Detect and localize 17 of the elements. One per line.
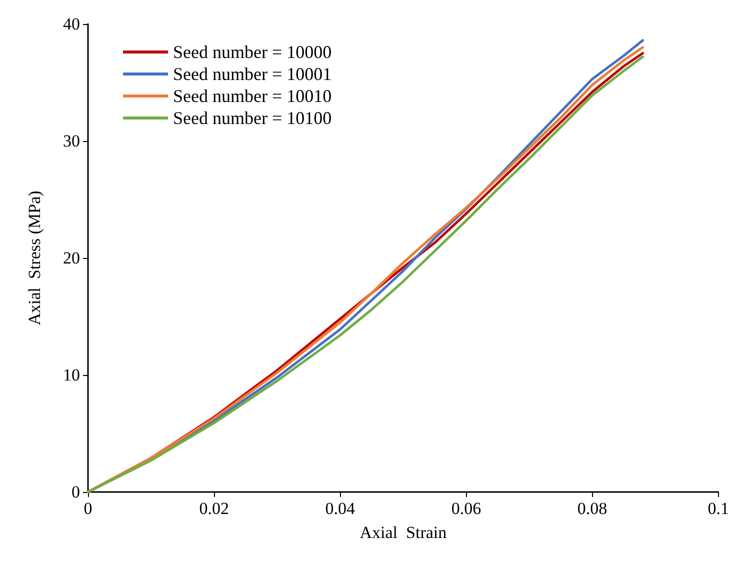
x-tick-label: 0.04 — [325, 499, 356, 518]
x-tick-label: 0 — [84, 499, 92, 518]
y-axis-title: Axial Stress (MPa) — [25, 190, 44, 326]
legend-label: Seed number = 10100 — [173, 108, 332, 128]
legend-label: Seed number = 10001 — [173, 64, 332, 84]
x-axis-title: Axial Strain — [360, 523, 448, 542]
x-tick-label: 0.06 — [451, 499, 482, 518]
y-tick-label: 30 — [63, 132, 80, 150]
y-tick-label: 10 — [63, 366, 80, 384]
y-tick-label: 20 — [63, 248, 80, 268]
y-tick-label: 40 — [63, 14, 80, 34]
legend-label: Seed number = 10010 — [173, 86, 332, 106]
x-tick-label: 0.1 — [708, 499, 729, 518]
x-tick-label: 0.08 — [577, 499, 608, 518]
y-tick-label: 0 — [72, 482, 80, 502]
legend-label: Seed number = 10000 — [173, 42, 332, 62]
x-tick-label: 0.02 — [199, 499, 229, 518]
